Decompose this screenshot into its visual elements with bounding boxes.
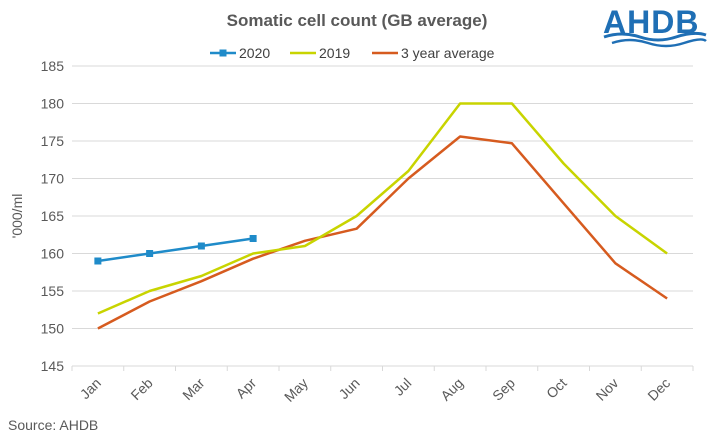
data-point-marker bbox=[146, 250, 154, 257]
x-axis-ticks: Jan Feb Mar Apr May Jun Jul Aug Sep Oct Nov Dec bbox=[71, 366, 694, 405]
y-axis-ticks: 145 150 155 160 165 170 175 180 185 bbox=[41, 58, 65, 374]
x-tick-label: Jul bbox=[391, 375, 415, 399]
y-tick-label: 145 bbox=[41, 358, 65, 374]
legend-label: 2020 bbox=[239, 45, 270, 61]
x-tick-label: Mar bbox=[179, 375, 208, 404]
series-line-2019 bbox=[97, 102, 668, 315]
x-tick-label: Oct bbox=[543, 375, 570, 402]
y-tick-label: 175 bbox=[41, 133, 65, 149]
x-tick-label: Jan bbox=[77, 375, 104, 402]
data-point-marker bbox=[197, 242, 205, 250]
legend-label: 2019 bbox=[319, 45, 350, 61]
y-tick-label: 160 bbox=[41, 246, 65, 262]
x-tick-label: Feb bbox=[127, 375, 156, 404]
chart-title: Somatic cell count (GB average) bbox=[227, 11, 488, 30]
y-tick-label: 180 bbox=[41, 96, 65, 112]
logo-wave-icon bbox=[603, 31, 707, 42]
ahdb-logo: AHDB bbox=[603, 4, 707, 48]
y-tick-label: 155 bbox=[41, 283, 65, 299]
x-tick-label: Dec bbox=[644, 375, 673, 404]
x-tick-label: May bbox=[281, 375, 311, 405]
logo-wave-icon bbox=[611, 38, 707, 48]
series-lines bbox=[94, 102, 668, 330]
x-tick-label: Aug bbox=[437, 375, 466, 404]
chart-legend: 2020 2019 3 year average bbox=[210, 45, 495, 61]
legend-label: 3 year average bbox=[401, 45, 495, 61]
x-tick-label: Sep bbox=[489, 375, 518, 404]
series-line-2020 bbox=[97, 237, 254, 263]
data-point-marker bbox=[249, 235, 257, 242]
y-tick-label: 150 bbox=[41, 321, 65, 337]
y-axis-label: '000/ml bbox=[9, 194, 25, 239]
gridlines bbox=[72, 65, 693, 329]
x-tick-label: Apr bbox=[233, 375, 260, 402]
x-tick-label: Jun bbox=[335, 375, 362, 402]
x-tick-label: Nov bbox=[593, 375, 622, 404]
source-note: Source: AHDB bbox=[8, 417, 98, 433]
data-point-marker bbox=[94, 257, 102, 265]
legend-marker bbox=[219, 49, 227, 57]
y-tick-label: 170 bbox=[41, 171, 65, 187]
y-tick-label: 185 bbox=[41, 58, 65, 74]
y-tick-label: 165 bbox=[41, 208, 65, 224]
series-line-3-year-average bbox=[97, 135, 668, 330]
